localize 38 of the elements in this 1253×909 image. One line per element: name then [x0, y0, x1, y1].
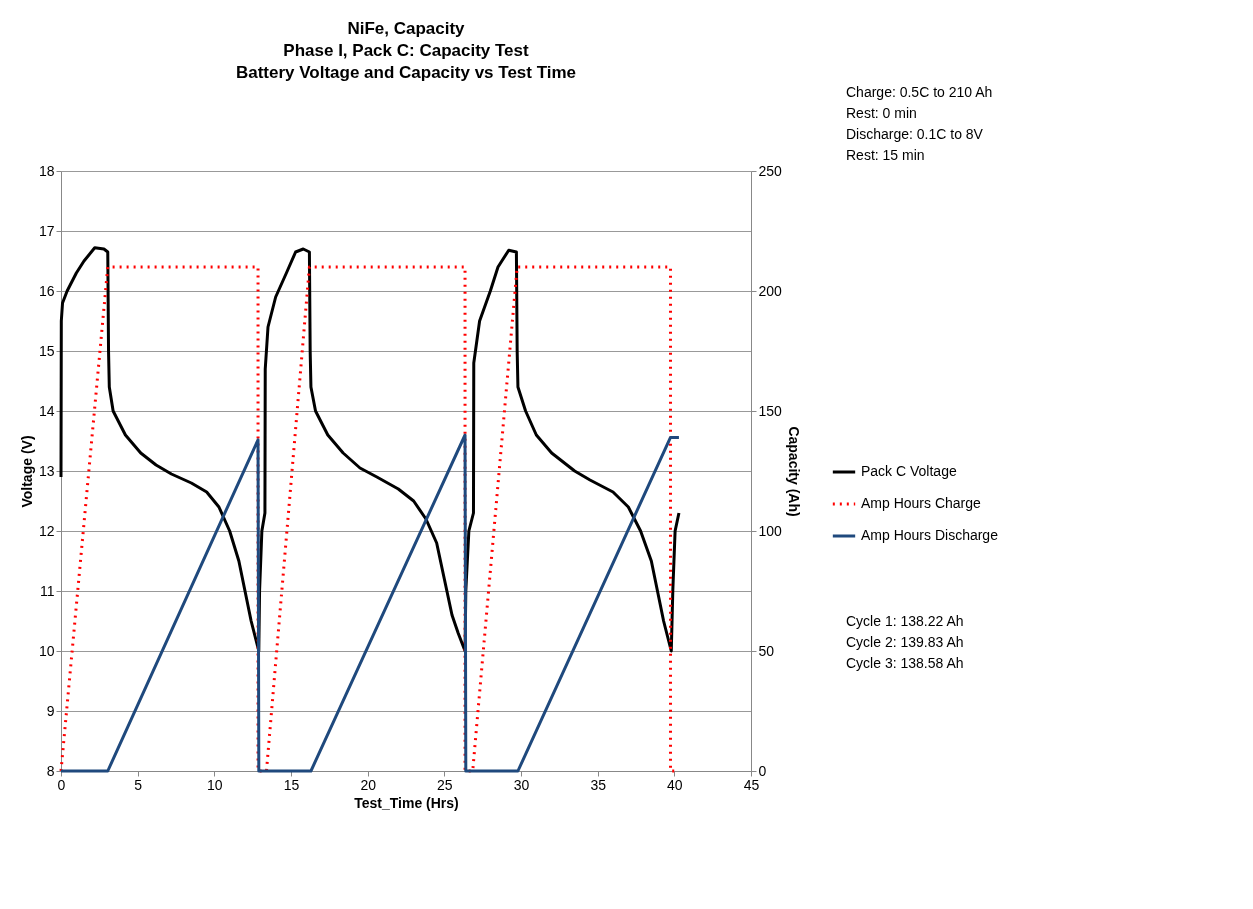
y2-tick-label: 150 [758, 402, 783, 419]
y-tick-label: 17 [38, 222, 55, 239]
y-tick-label: 18 [38, 162, 55, 179]
x-tick-label: 20 [360, 776, 377, 793]
chart-title: NiFe, Capacity Phase I, Pack C: Capacity Test Battery Voltage and Capacity vs Test Time [235, 19, 577, 82]
line-series [59, 246, 681, 653]
y2-tick-label: 50 [758, 642, 775, 659]
y-tick-label: 14 [38, 402, 55, 419]
y-tick-label: 12 [38, 522, 55, 539]
y2-axis-title: Capacity (Ah) [785, 426, 802, 517]
x-tick-label: 35 [590, 776, 607, 793]
legend-label: Pack C Voltage [861, 463, 957, 479]
y-tick-label: 16 [38, 282, 55, 299]
y-tick-label: 8 [46, 762, 55, 779]
y-tick-label: 9 [46, 702, 55, 719]
y-tick-label: 11 [39, 582, 55, 599]
line-series [59, 433, 681, 773]
x-tick-label: 40 [667, 776, 683, 793]
x-tick-label: 30 [513, 776, 530, 793]
x-tick-label: 0 [57, 776, 66, 793]
x-tick-label: 25 [437, 776, 453, 793]
legend-label: Amp Hours Discharge [861, 527, 999, 543]
text: Cycle 1: 138.22 Ah Cycle 2: 139.83 Ah Cycle 3: 138.58 Ah [846, 613, 964, 671]
x-tick-label: 5 [134, 776, 143, 793]
y2-tick-label: 100 [758, 522, 783, 539]
y2-tick-label: 0 [758, 762, 767, 779]
x-tick-label: 15 [283, 776, 300, 793]
y-tick-label: 10 [38, 642, 55, 659]
text: Charge: 0.5C to 210 Ah Rest: 0 min Discharge: 0.1C to 8V Rest: 15 min [846, 84, 993, 163]
y-tick-label: 13 [38, 462, 55, 479]
y-axis-title: Voltage (V) [18, 435, 35, 508]
legend-label: Amp Hours Charge [861, 495, 982, 511]
y-tick-label: 15 [38, 342, 55, 359]
y2-tick-label: 250 [758, 162, 783, 179]
x-tick-label: 45 [743, 776, 760, 793]
y2-tick-label: 200 [758, 282, 783, 299]
x-tick-label: 10 [207, 776, 223, 793]
x-axis-title: Test_Time (Hrs) [354, 794, 459, 811]
